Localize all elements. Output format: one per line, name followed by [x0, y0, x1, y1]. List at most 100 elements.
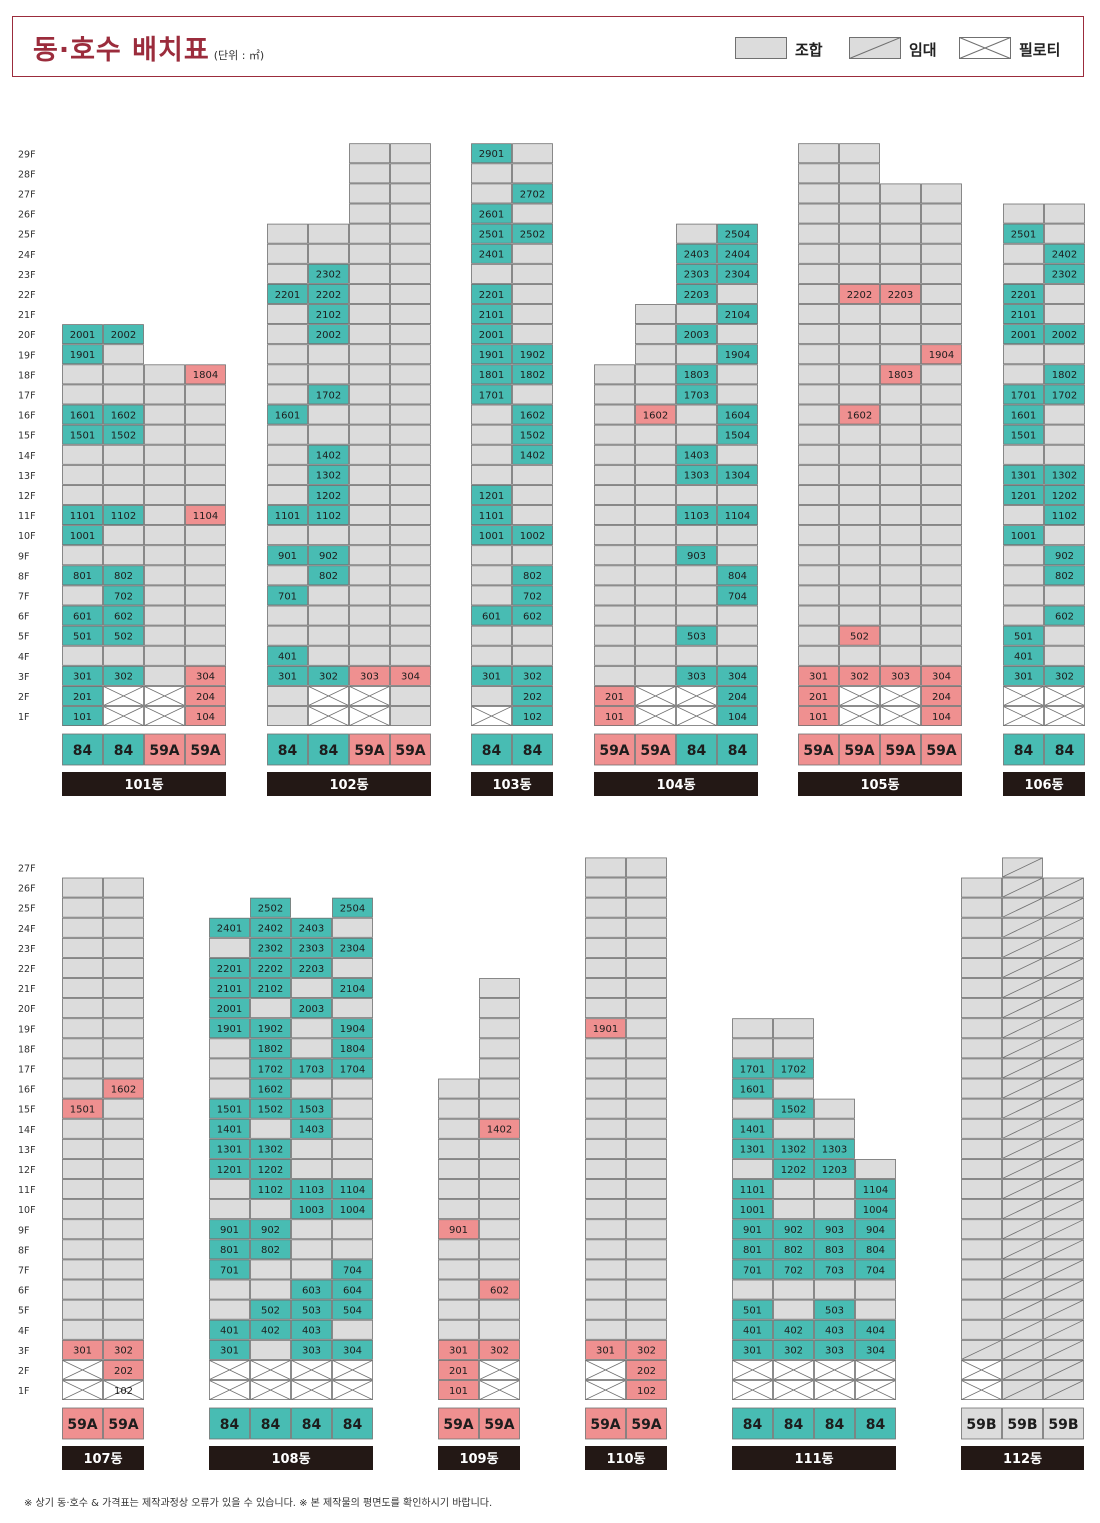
unit-cell	[308, 304, 349, 325]
unit-cell	[250, 958, 291, 978]
unit-cell	[921, 404, 962, 425]
unit-cell	[585, 1219, 626, 1240]
unit-number: 1201	[1011, 491, 1036, 502]
unit-number: 602	[114, 611, 133, 622]
unit-cell	[250, 1259, 291, 1280]
unit-number: 2003	[299, 1004, 324, 1015]
unit-cell	[103, 1219, 144, 1240]
unit-number: 1004	[863, 1205, 888, 1216]
unit-cell	[585, 1018, 626, 1039]
piloti-mark	[62, 1380, 103, 1400]
unit-cell	[62, 1319, 103, 1340]
unit-cell	[103, 665, 144, 686]
building-name: 106동	[1024, 778, 1063, 793]
unit-cell	[209, 917, 250, 938]
unit-number: 1504	[725, 430, 750, 441]
unit-cell	[103, 1078, 144, 1099]
unit-cell	[209, 1239, 250, 1260]
unit-cell	[798, 665, 839, 686]
piloti-mark	[250, 1380, 291, 1400]
unit-cell	[349, 263, 390, 284]
unit-cell	[144, 605, 185, 626]
unit-cell	[438, 1199, 479, 1220]
piloti-mark	[308, 686, 349, 706]
unit-cell	[626, 1078, 667, 1099]
unit-number: 202	[114, 1366, 133, 1377]
unit-cell	[438, 1098, 479, 1119]
unit-type-label: 84	[784, 1417, 804, 1433]
unit-cell	[676, 243, 717, 264]
unit-cell	[267, 243, 308, 264]
unit-cell	[635, 444, 676, 465]
unit-number: 1402	[487, 1125, 512, 1136]
building-label-bar	[471, 772, 553, 796]
legend-piloti-label: 필로티	[1019, 41, 1061, 59]
unit-cell	[585, 877, 626, 898]
unit-cell	[144, 424, 185, 445]
unit-number: 2403	[684, 250, 709, 261]
unit-cell	[308, 444, 349, 465]
unit-number: 2102	[316, 310, 341, 321]
unit-type-box	[814, 1407, 855, 1440]
unit-cell	[585, 917, 626, 938]
unit-type-box	[1043, 1407, 1084, 1440]
unit-cell	[626, 877, 667, 898]
unit-cell	[471, 625, 512, 646]
unit-number: 1202	[1052, 491, 1077, 502]
unit-number: 1403	[299, 1125, 324, 1136]
unit-cell	[267, 283, 308, 304]
unit-number: 2104	[725, 310, 750, 321]
unit-number: 704	[866, 1265, 885, 1276]
unit-cell	[880, 545, 921, 566]
floor-label: 20F	[18, 330, 36, 341]
unit-number: 902	[784, 1225, 803, 1236]
unit-cell	[839, 565, 880, 586]
unit-cell	[1003, 283, 1044, 304]
unit-cell	[144, 484, 185, 505]
unit-cell	[471, 243, 512, 264]
unit-number: 901	[220, 1225, 239, 1236]
unit-cell	[732, 1199, 773, 1220]
unit-cell	[62, 897, 103, 918]
floor-label: 3F	[18, 672, 30, 683]
unit-type-box	[717, 733, 758, 766]
unit-cell	[732, 1078, 773, 1099]
unit-cell	[291, 1058, 332, 1079]
unit-cell	[267, 585, 308, 606]
unit-cell	[798, 505, 839, 526]
unit-cell	[921, 625, 962, 646]
unit-number: 2102	[258, 984, 283, 995]
unit-number: 304	[866, 1346, 885, 1357]
unit-cell	[880, 605, 921, 626]
unit-number: 802	[523, 571, 542, 582]
unit-number: 2101	[1011, 310, 1036, 321]
unit-number: 501	[73, 631, 92, 642]
unit-cell	[717, 706, 758, 727]
unit-cell	[479, 1098, 520, 1119]
unit-cell	[880, 505, 921, 526]
piloti-mark	[103, 1380, 144, 1400]
unit-cell	[512, 384, 553, 405]
unit-number: 104	[728, 712, 747, 723]
unit-cell	[921, 464, 962, 485]
unit-number: 2203	[684, 290, 709, 301]
unit-cell	[594, 625, 635, 646]
unit-cell	[676, 565, 717, 586]
unit-cell	[62, 1179, 103, 1200]
unit-cell	[585, 1259, 626, 1280]
unit-cell	[144, 565, 185, 586]
unit-cell	[332, 958, 373, 978]
unit-cell	[291, 1098, 332, 1119]
unit-cell	[921, 324, 962, 345]
unit-cell	[961, 897, 1002, 918]
unit-cell	[291, 1219, 332, 1240]
unit-cell	[103, 545, 144, 566]
unit-type-label: 59A	[803, 743, 833, 759]
rental-mark	[1043, 1239, 1084, 1260]
unit-number: 604	[343, 1285, 362, 1296]
unit-cell	[471, 565, 512, 586]
unit-cell	[291, 1259, 332, 1280]
unit-number: 201	[73, 692, 92, 703]
unit-cell	[479, 1018, 520, 1039]
unit-cell	[471, 464, 512, 485]
